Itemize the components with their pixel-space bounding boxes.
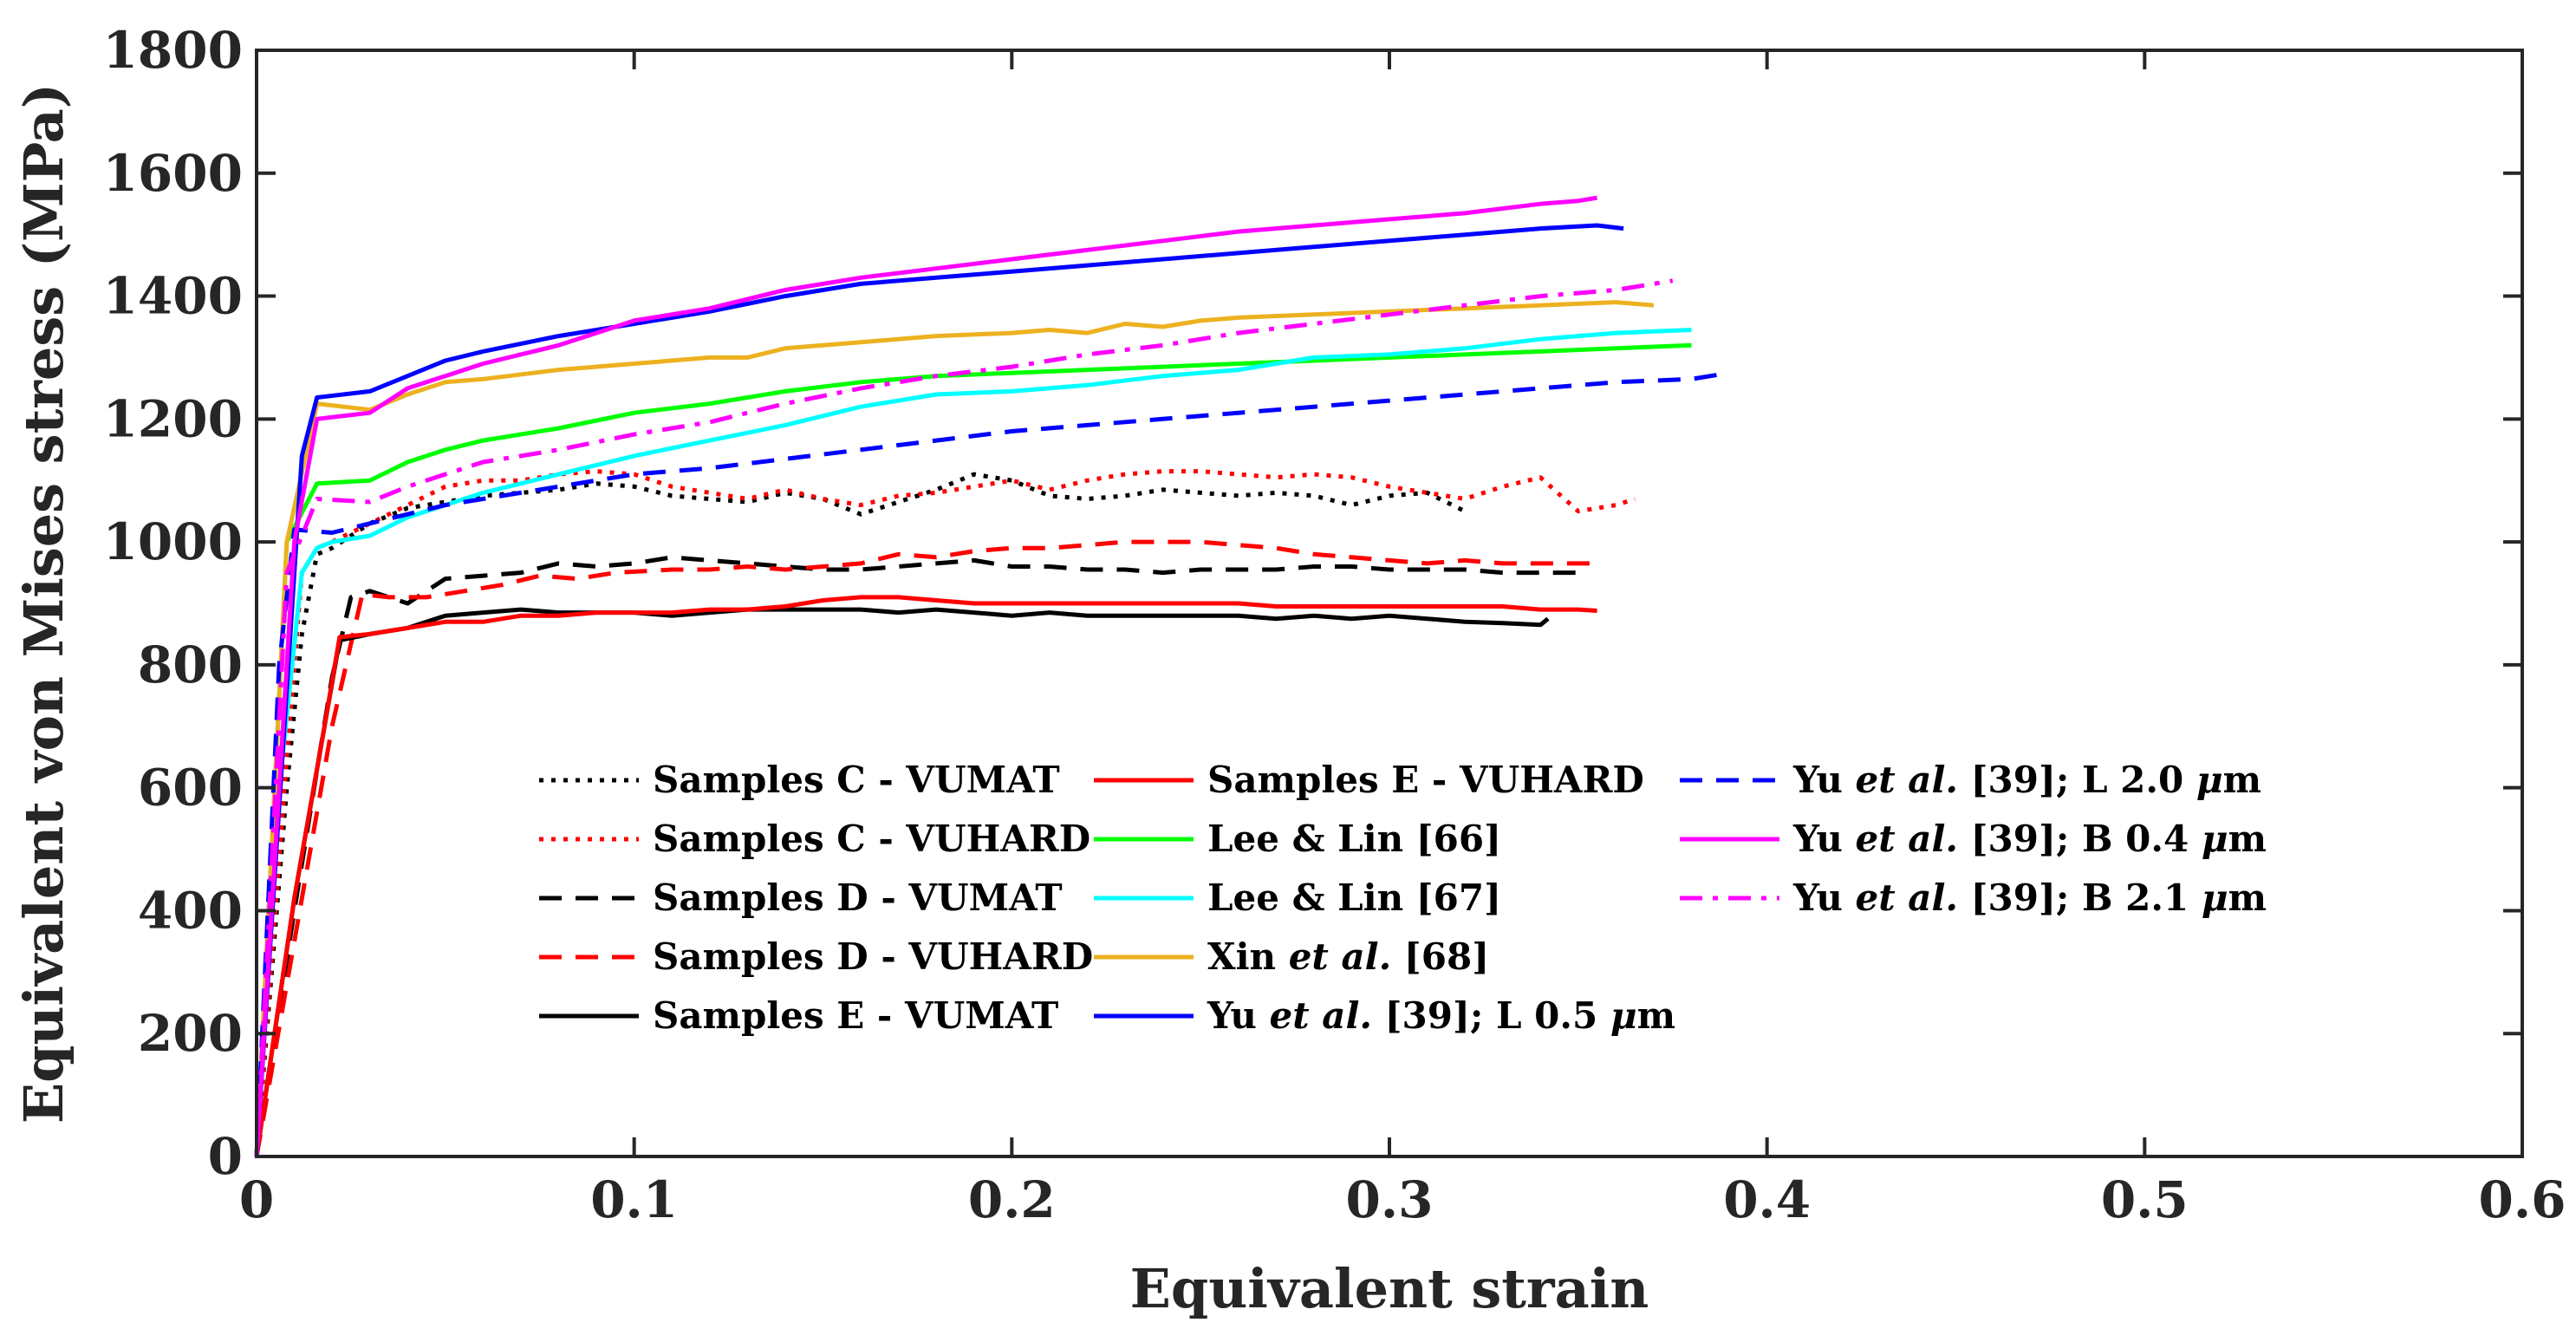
legend-label-11: Yu et al. [39]; L 2.0 μm — [1792, 759, 2261, 801]
legend-label-part: m — [2228, 818, 2267, 860]
legend-label-5: Samples E - VUMAT — [653, 994, 1058, 1037]
y-tick-label: 1600 — [103, 144, 243, 203]
legend-label-part: et al. — [1856, 876, 1959, 919]
legend-label-part: Samples C - VUHARD — [653, 818, 1090, 860]
series-line-2 — [254, 469, 1636, 1157]
legend-label-13: Yu et al. [39]; B 2.1 μm — [1792, 876, 2267, 919]
y-tick-label: 400 — [138, 881, 243, 940]
series-line-13 — [254, 278, 1674, 1157]
series-line-1 — [254, 472, 1467, 1157]
legend-label-part: et al. — [1856, 759, 1959, 801]
series-line-11 — [254, 370, 1730, 1157]
legend-label-part: Samples D - VUHARD — [653, 935, 1093, 978]
legend-label-part: Xin — [1207, 935, 1289, 978]
legend-label-part: Yu — [1792, 818, 1856, 860]
series-line-6 — [254, 595, 1597, 1157]
legend-label-part: [39]; B 2.1 — [1958, 876, 2202, 919]
legend-label-8: Lee & Lin [67] — [1207, 876, 1501, 919]
series-line-12 — [254, 195, 1598, 1157]
y-tick-label: 200 — [138, 1004, 243, 1063]
legend-label-part: [68] — [1391, 935, 1489, 978]
x-tick-label: 0.2 — [968, 1170, 1056, 1229]
legend-label-part: Samples E - VUMAT — [653, 994, 1058, 1037]
series-line-7 — [254, 342, 1692, 1157]
legend-label-part: [39]; L 0.5 — [1372, 994, 1610, 1037]
legend-label-10: Yu et al. [39]; L 0.5 μm — [1207, 994, 1675, 1037]
legend-label-4: Samples D - VUHARD — [653, 935, 1093, 978]
x-tick-label: 0 — [239, 1170, 274, 1229]
series-line-3 — [254, 555, 1578, 1157]
legend-label-part: μ — [2196, 759, 2223, 801]
y-tick-label: 600 — [138, 759, 243, 818]
legend-label-6: Samples E - VUHARD — [1207, 759, 1644, 801]
legend-label-part: μ — [2202, 876, 2228, 919]
ticks-layer: 0 0.1 0.2 0.3 0.4 0.5 0.6 0 200 400 600 800 1000 1200… — [103, 21, 2566, 1229]
y-tick-label: 1000 — [103, 512, 243, 571]
legend-label-part: et al. — [1289, 935, 1392, 978]
y-tick-label: 1800 — [103, 21, 243, 80]
legend-label-3: Samples D - VUMAT — [653, 876, 1063, 919]
legend-label-12: Yu et al. [39]; B 0.4 μm — [1792, 818, 2267, 860]
legend-label-part: Samples D - VUMAT — [653, 876, 1063, 919]
legend-label-part: [39]; B 0.4 — [1958, 818, 2202, 860]
legend-label-part: m — [1637, 994, 1675, 1037]
legend-label-part: μ — [2202, 818, 2228, 860]
x-tick-label: 0.4 — [1723, 1170, 1811, 1229]
legend-label-part: Lee & Lin [66] — [1207, 818, 1501, 860]
legend-label-part: Samples E - VUHARD — [1207, 759, 1644, 801]
legend-label-part: Lee & Lin [67] — [1207, 876, 1501, 919]
legend-label-part: et al. — [1856, 818, 1959, 860]
plot-frame — [255, 49, 2524, 1158]
legend-label-part: et al. — [1270, 994, 1373, 1037]
x-tick-label: 0.6 — [2479, 1170, 2566, 1229]
legend-label-9: Xin et al. [68] — [1207, 935, 1489, 978]
y-axis-label: Equivalent von Mises stress (MPa) — [12, 83, 75, 1124]
y-tick-label: 0 — [208, 1127, 243, 1186]
legend-label-part: Yu — [1792, 759, 1856, 801]
legend-label-part: m — [2228, 876, 2267, 919]
legend-label-1: Samples C - VUMAT — [653, 759, 1060, 801]
series-line-5 — [254, 607, 1550, 1157]
y-tick-label: 1200 — [103, 389, 243, 448]
legend-label-part: Yu — [1207, 994, 1270, 1037]
legend-label-7: Lee & Lin [66] — [1207, 818, 1501, 860]
legend-label-part: μ — [1610, 994, 1637, 1037]
legend-label-part: Samples C - VUMAT — [653, 759, 1060, 801]
legend-label-2: Samples C - VUHARD — [653, 818, 1090, 860]
series-line-4 — [254, 539, 1597, 1157]
legend-label-part: m — [2223, 759, 2261, 801]
legend-label-part: [39]; L 2.0 — [1958, 759, 2196, 801]
legend: Samples C - VUMAT Samples C - VUHARD Sampl… — [539, 759, 2267, 1037]
series-line-8 — [254, 328, 1692, 1157]
x-tick-label: 0.3 — [1346, 1170, 1434, 1229]
series-line-9 — [254, 300, 1655, 1157]
y-tick-label: 800 — [138, 635, 243, 694]
x-tick-label: 0.1 — [590, 1170, 678, 1229]
x-tick-label: 0.5 — [2101, 1170, 2189, 1229]
series-line-10 — [254, 223, 1624, 1157]
series-layer — [254, 195, 1730, 1157]
legend-label-part: Yu — [1792, 876, 1856, 919]
x-axis-label: Equivalent strain — [1130, 1257, 1649, 1320]
y-tick-label: 1400 — [103, 267, 243, 326]
